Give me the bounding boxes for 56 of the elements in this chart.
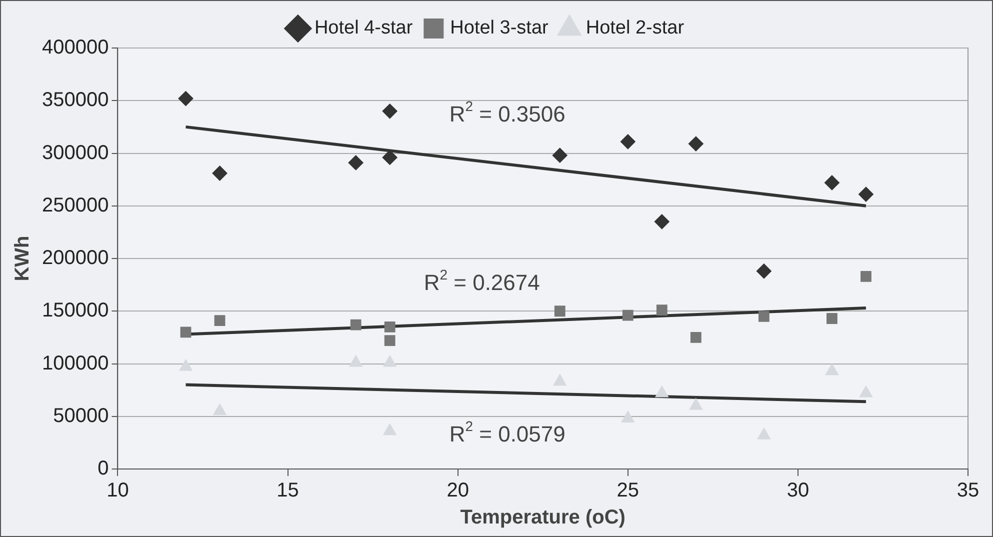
- point: [622, 310, 634, 321]
- point: [757, 428, 770, 440]
- point: [825, 364, 839, 376]
- point: [655, 386, 668, 398]
- point: [178, 91, 194, 106]
- y-tick-label: 50000: [53, 404, 109, 427]
- y-tick-label: 400000: [42, 36, 109, 59]
- point: [384, 321, 396, 332]
- y-tick-label: 200000: [42, 247, 109, 270]
- y-tick-label: 250000: [42, 194, 109, 216]
- point: [383, 355, 396, 367]
- y-tick-label: 150000: [42, 300, 109, 322]
- y-tick-label: 350000: [42, 89, 109, 112]
- legend-label: Hotel 2-star: [586, 18, 685, 39]
- point: [756, 264, 772, 279]
- x-tick-label: 20: [446, 480, 469, 502]
- point: [758, 310, 770, 322]
- point: [382, 104, 398, 119]
- x-tick-label: 25: [616, 480, 640, 502]
- y-axis-title: KWh: [12, 236, 34, 282]
- y-tick-label: 300000: [42, 142, 109, 164]
- x-tick-label: 10: [106, 480, 129, 502]
- x-tick-label: 35: [956, 480, 980, 502]
- point: [826, 313, 838, 324]
- point: [348, 155, 364, 170]
- point: [383, 424, 396, 436]
- point: [858, 186, 874, 202]
- y-tick-label: 0: [98, 458, 109, 480]
- y-tick-label: 100000: [42, 352, 109, 374]
- point: [212, 166, 228, 181]
- legend-label: Hotel 4-star: [314, 18, 414, 39]
- x-axis-title: Temperature (oC): [460, 506, 626, 529]
- point: [689, 398, 702, 410]
- point: [554, 306, 566, 317]
- point: [179, 359, 192, 371]
- point: [350, 319, 362, 330]
- point: [620, 134, 636, 150]
- point: [656, 304, 668, 316]
- point: [859, 386, 873, 398]
- point: [654, 214, 670, 230]
- point: [690, 332, 702, 343]
- point: [553, 374, 566, 386]
- x-tick-label: 15: [276, 480, 299, 502]
- point: [824, 175, 840, 190]
- point: [384, 335, 396, 346]
- point: [552, 148, 568, 163]
- point: [180, 326, 192, 338]
- point: [382, 150, 398, 165]
- point: [213, 404, 226, 416]
- point: [688, 136, 704, 152]
- point: [621, 410, 634, 422]
- point: [214, 315, 226, 326]
- point: [349, 355, 362, 367]
- point: [860, 270, 872, 282]
- x-tick-label: 30: [786, 480, 810, 502]
- legend-label: Hotel 3-star: [450, 18, 550, 39]
